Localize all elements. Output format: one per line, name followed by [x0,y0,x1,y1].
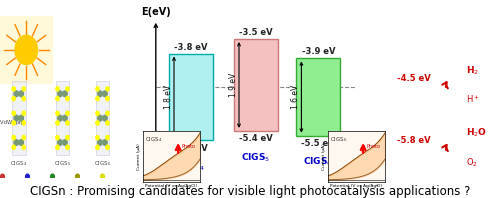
Circle shape [103,140,107,145]
Text: -5.4 eV: -5.4 eV [239,134,273,143]
Text: -3.8 eV: -3.8 eV [174,43,208,52]
Circle shape [19,140,24,145]
Circle shape [12,121,16,125]
Circle shape [106,121,109,125]
Circle shape [19,91,24,97]
Circle shape [12,87,16,91]
X-axis label: Potential (V vs Ag/AgCl): Potential (V vs Ag/AgCl) [145,184,198,188]
Circle shape [96,121,99,125]
Circle shape [66,111,69,115]
Circle shape [106,97,109,101]
Text: CIGS$_4$: CIGS$_4$ [10,160,28,168]
Circle shape [14,91,18,97]
Circle shape [76,174,80,179]
Circle shape [56,87,59,91]
Text: $\mathbf{CIGS}_{5}$: $\mathbf{CIGS}_{5}$ [241,151,270,164]
Circle shape [22,135,26,140]
Text: CIGS$_6$: CIGS$_6$ [94,160,111,168]
Text: Photo: Photo [366,144,380,149]
Text: CIGS$_5$: CIGS$_5$ [54,160,71,168]
Text: E(eV): E(eV) [141,7,171,17]
Bar [12,81,26,155]
Circle shape [12,145,16,149]
Text: -3.9 eV: -3.9 eV [302,48,335,56]
Circle shape [63,91,67,97]
Text: CIGSn : Promising candidates for visible light photocatalysis applications ?: CIGSn : Promising candidates for visible… [30,185,470,198]
Circle shape [22,97,26,101]
Text: CIGS$_4$: CIGS$_4$ [146,135,163,144]
Circle shape [58,140,62,145]
Text: 1.6 eV: 1.6 eV [291,85,300,109]
Circle shape [98,91,102,97]
Text: H$_2$: H$_2$ [466,64,479,77]
Text: H$^+$: H$^+$ [466,93,480,105]
Circle shape [56,135,59,140]
Text: $\mathbf{CIGS}_{4}$: $\mathbf{CIGS}_{4}$ [176,161,206,173]
Text: -5.8 eV: -5.8 eV [397,136,430,146]
Circle shape [12,135,16,140]
Circle shape [66,97,69,101]
Circle shape [22,87,26,91]
Text: 1.9 eV: 1.9 eV [228,73,237,97]
Text: O$_2$: O$_2$ [466,156,478,169]
Bar [56,81,70,155]
Circle shape [56,97,59,101]
Bar [0,16,52,84]
Circle shape [14,140,18,145]
Circle shape [56,111,59,115]
Circle shape [96,97,99,101]
Circle shape [103,91,107,97]
Circle shape [98,140,102,145]
Circle shape [96,145,99,149]
Circle shape [106,145,109,149]
Text: VdW gap: VdW gap [0,121,24,126]
Text: -5.6 eV: -5.6 eV [174,144,208,153]
Circle shape [58,115,62,121]
Text: -4.5 eV: -4.5 eV [397,74,431,83]
Circle shape [56,121,59,125]
Text: Photo: Photo [182,144,196,149]
Y-axis label: Current (μA): Current (μA) [137,143,141,170]
Circle shape [15,35,38,65]
Circle shape [63,140,67,145]
Circle shape [63,115,67,121]
Circle shape [12,111,16,115]
Text: H$_2$O: H$_2$O [466,127,487,139]
Circle shape [66,145,69,149]
Circle shape [58,91,62,97]
Circle shape [98,115,102,121]
Circle shape [106,135,109,140]
Circle shape [106,111,109,115]
Text: $\mathbf{CIGS}_{6}$: $\mathbf{CIGS}_{6}$ [304,156,333,168]
Circle shape [100,174,104,179]
Circle shape [26,174,30,179]
Circle shape [96,111,99,115]
Circle shape [96,135,99,140]
Text: 1.8 eV: 1.8 eV [164,85,172,109]
Circle shape [103,115,107,121]
FancyBboxPatch shape [169,54,213,140]
Circle shape [66,87,69,91]
Circle shape [0,174,4,179]
Circle shape [96,87,99,91]
Text: CIGS$_6$: CIGS$_6$ [330,135,348,144]
Circle shape [56,145,59,149]
Circle shape [12,97,16,101]
Circle shape [106,87,109,91]
Circle shape [14,115,18,121]
Bar [96,81,110,155]
Circle shape [66,135,69,140]
Y-axis label: Current (μA): Current (μA) [322,143,326,170]
FancyBboxPatch shape [296,58,341,136]
FancyBboxPatch shape [234,39,278,131]
X-axis label: Potential (V vs Ag/AgCl): Potential (V vs Ag/AgCl) [330,184,382,188]
Circle shape [66,121,69,125]
Circle shape [22,145,26,149]
Circle shape [22,121,26,125]
Text: -5.5 eV: -5.5 eV [302,139,335,148]
Circle shape [50,174,54,179]
Circle shape [19,115,24,121]
Text: -3.5 eV: -3.5 eV [239,28,272,37]
Circle shape [22,111,26,115]
